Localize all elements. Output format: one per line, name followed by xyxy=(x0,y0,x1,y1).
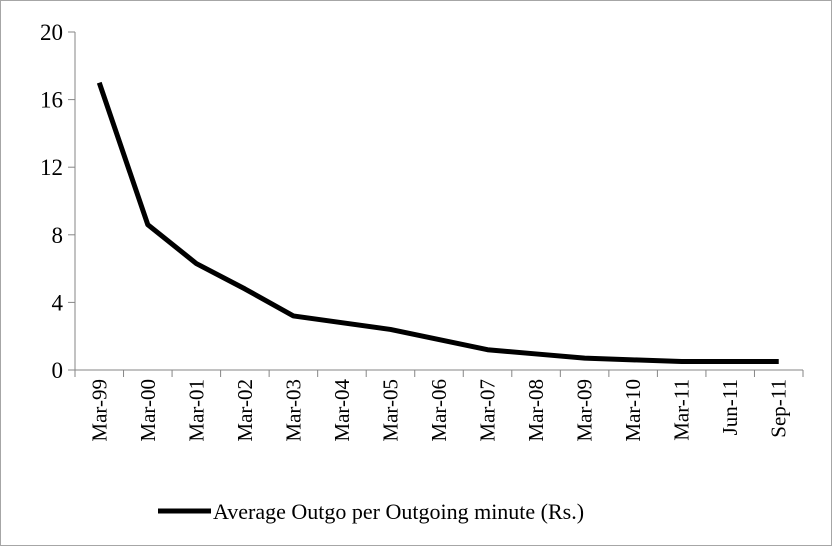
y-tick-label: 20 xyxy=(40,20,63,45)
data-line xyxy=(96,81,779,365)
legend-label: Average Outgo per Outgoing minute (Rs.) xyxy=(213,499,584,524)
y-tick-label: 0 xyxy=(52,358,64,383)
x-tick-label: Mar-05 xyxy=(378,379,402,442)
x-tick-label: Mar-06 xyxy=(427,379,451,442)
x-tick-label: Sep-11 xyxy=(767,379,791,438)
x-tick-label: Mar-00 xyxy=(136,379,160,442)
y-tick-label: 8 xyxy=(52,223,64,248)
y-tick-label: 16 xyxy=(40,88,63,113)
x-tick-label: Mar-09 xyxy=(573,379,597,442)
y-tick-label: 12 xyxy=(40,155,63,180)
x-tick-label: Mar-08 xyxy=(524,379,548,442)
x-tick-label: Mar-04 xyxy=(330,379,354,442)
x-tick-label: Mar-01 xyxy=(184,379,208,442)
x-tick-label: Mar-07 xyxy=(476,379,500,442)
x-tick-label: Mar-11 xyxy=(670,379,694,441)
x-tick-label: Mar-99 xyxy=(87,379,111,442)
y-tick-label: 4 xyxy=(52,290,64,315)
x-tick-label: Jun-11 xyxy=(718,379,742,435)
x-tick-label: Mar-03 xyxy=(281,379,305,442)
x-tick-label: Mar-10 xyxy=(621,379,645,442)
x-tick-label: Mar-02 xyxy=(233,379,257,442)
